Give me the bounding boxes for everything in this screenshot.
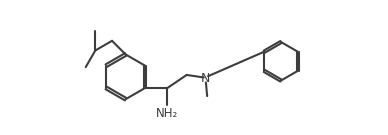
Text: NH₂: NH₂ — [156, 107, 178, 120]
Text: N: N — [201, 72, 211, 85]
